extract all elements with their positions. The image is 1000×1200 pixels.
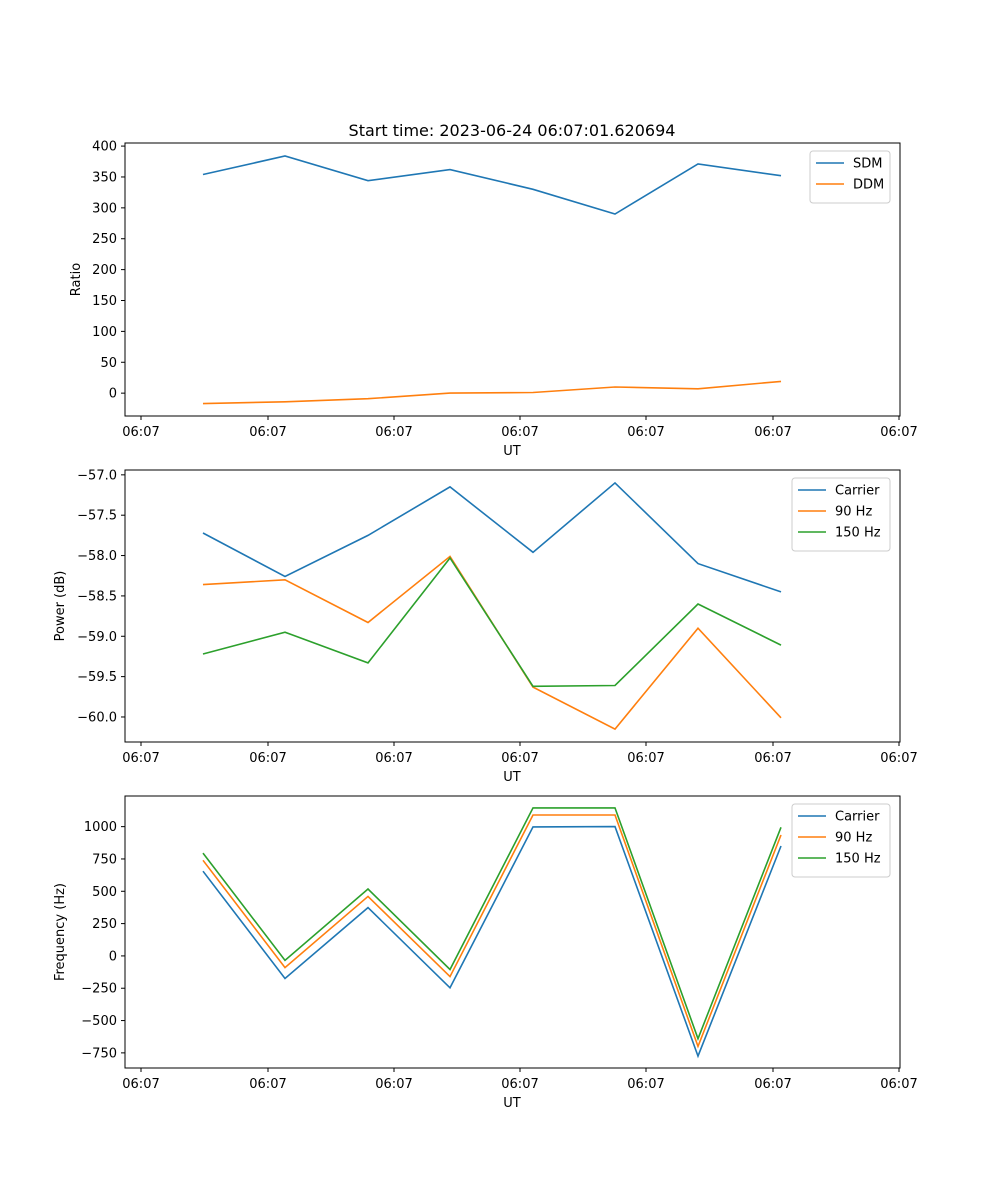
plot-frame	[124, 469, 901, 743]
chart-title: Start time: 2023-06-24 06:07:01.620694	[349, 121, 676, 140]
legend-entry: 90 Hz	[835, 831, 872, 846]
y-tick-label: −59.5	[77, 670, 117, 685]
x-tick-label: 06:07	[375, 1077, 412, 1092]
series-line-90-hz	[202, 814, 782, 1049]
legend-entry: Carrier	[835, 810, 880, 825]
y-tick-label: −57.0	[77, 468, 117, 483]
series-line-ddm	[202, 380, 782, 405]
x-axis-label: UT	[503, 444, 521, 459]
x-tick-label: 06:07	[880, 425, 917, 440]
y-tick-label: −59.0	[77, 630, 117, 645]
x-tick-label: 06:07	[627, 425, 664, 440]
x-tick-label: 06:07	[249, 1077, 286, 1092]
y-tick-label: 150	[92, 294, 117, 309]
y-tick-label: 50	[100, 356, 117, 371]
chart-panel-3: −750 −500 −250 0 250 500 750 1000 06:07 06:07 06:0…	[53, 795, 918, 1111]
legend-entry: SDM	[853, 157, 882, 172]
x-tick-label: 06:07	[501, 425, 538, 440]
y-tick-label: −58.5	[77, 589, 117, 604]
chart-panel-1: 0 50 100 150 200 250 300 350 400 06:07 06:07 06:07 0…	[69, 140, 918, 459]
y-tick-label: −58.0	[77, 549, 117, 564]
series-line-90-hz	[202, 555, 782, 731]
x-tick-label: 06:07	[501, 751, 538, 766]
series-line-sdm	[202, 155, 782, 215]
legend-box	[809, 150, 891, 204]
y-tick-label: 250	[92, 232, 117, 247]
y-tick-label: −57.5	[77, 509, 117, 524]
legend-entry: 150 Hz	[835, 852, 881, 867]
y-tick-label: 350	[92, 170, 117, 185]
x-axis-label: UT	[503, 770, 521, 785]
x-tick-label: 06:07	[880, 751, 917, 766]
x-tick-label: 06:07	[880, 1077, 917, 1092]
y-axis-label: Ratio	[69, 263, 84, 296]
plot-frame	[124, 142, 901, 417]
x-tick-label: 06:07	[501, 1077, 538, 1092]
x-tick-label: 06:07	[249, 751, 286, 766]
x-tick-label: 06:07	[249, 425, 286, 440]
x-tick-label: 06:07	[754, 751, 791, 766]
y-axis-label: Power (dB)	[53, 571, 68, 642]
y-tick-label: −750	[81, 1046, 117, 1061]
y-tick-label: 400	[92, 140, 117, 155]
chart-panel-2: −60.0 −59.5 −59.0 −58.5 −58.0 −57.5 −57.0 06:07…	[53, 468, 918, 785]
y-tick-label: 200	[92, 263, 117, 278]
x-axis-label: UT	[503, 1096, 521, 1111]
x-tick-label: 06:07	[375, 425, 412, 440]
x-tick-label: 06:07	[122, 425, 159, 440]
y-tick-label: 100	[92, 325, 117, 340]
series-line-150-hz	[202, 556, 782, 688]
y-tick-label: 750	[92, 852, 117, 867]
legend-entry: Carrier	[835, 484, 880, 499]
x-tick-label: 06:07	[122, 751, 159, 766]
plot-frame	[124, 795, 901, 1069]
legend-entry: 90 Hz	[835, 505, 872, 520]
y-tick-label: 0	[109, 949, 117, 964]
series-line-carrier	[202, 481, 782, 593]
y-tick-label: 250	[92, 917, 117, 932]
y-tick-label: 0	[109, 387, 117, 402]
legend-entry: DDM	[853, 178, 884, 193]
y-tick-label: 1000	[84, 820, 117, 835]
x-tick-label: 06:07	[375, 751, 412, 766]
x-tick-label: 06:07	[754, 1077, 791, 1092]
y-tick-label: −60.0	[77, 710, 117, 725]
y-tick-label: 500	[92, 885, 117, 900]
x-tick-label: 06:07	[627, 1077, 664, 1092]
y-tick-label: −500	[81, 1014, 117, 1029]
legend-entry: 150 Hz	[835, 526, 881, 541]
x-tick-label: 06:07	[627, 751, 664, 766]
y-tick-label: −250	[81, 982, 117, 997]
y-tick-label: 300	[92, 201, 117, 216]
x-tick-label: 06:07	[754, 425, 791, 440]
series-line-carrier	[202, 825, 782, 1059]
x-tick-label: 06:07	[122, 1077, 159, 1092]
series-line-150-hz	[202, 807, 782, 1041]
y-axis-label: Frequency (Hz)	[53, 883, 68, 981]
